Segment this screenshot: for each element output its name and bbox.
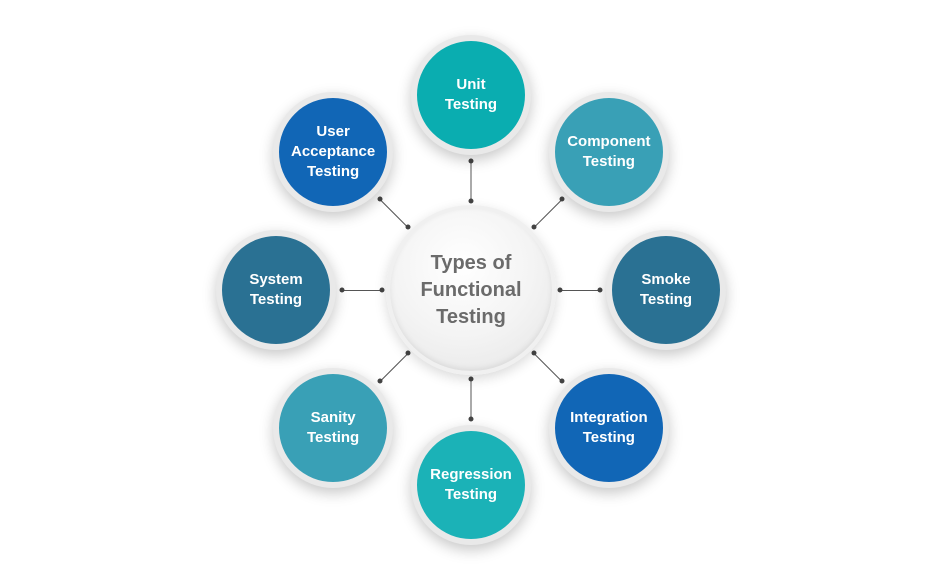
connector-dot — [469, 417, 474, 422]
node-label: IntegrationTesting — [570, 408, 648, 449]
node-label: ComponentTesting — [567, 132, 650, 173]
connector-dot — [406, 350, 411, 355]
connector-line — [379, 199, 408, 228]
connector-dot — [406, 225, 411, 230]
connector-line — [471, 162, 472, 202]
node-integration: IntegrationTesting — [549, 368, 669, 488]
node-label: SanityTesting — [307, 408, 359, 449]
connector-dot — [531, 350, 536, 355]
node-unit: UnitTesting — [411, 35, 531, 155]
connector-dot — [469, 377, 474, 382]
node-label: RegressionTesting — [430, 465, 512, 506]
node-label: SystemTesting — [249, 270, 302, 311]
connector-dot — [340, 288, 345, 293]
connector-dot — [560, 196, 565, 201]
connector-line — [560, 290, 600, 291]
connector-line — [534, 199, 563, 228]
connector-dot — [469, 159, 474, 164]
node-regression: RegressionTesting — [411, 425, 531, 545]
connector-line — [471, 380, 472, 420]
connector-line — [534, 353, 563, 382]
connector-dot — [377, 379, 382, 384]
connector-dot — [560, 379, 565, 384]
connector-dot — [377, 196, 382, 201]
radial-diagram: Types ofFunctionalTesting UnitTesting Com… — [181, 0, 761, 580]
node-label: UserAcceptanceTesting — [291, 122, 375, 183]
node-uat: UserAcceptanceTesting — [273, 92, 393, 212]
connector-line — [342, 290, 382, 291]
connector-dot — [558, 288, 563, 293]
node-sanity: SanityTesting — [273, 368, 393, 488]
node-smoke: SmokeTesting — [606, 230, 726, 350]
center-node: Types ofFunctionalTesting — [386, 205, 556, 375]
connector-dot — [380, 288, 385, 293]
node-component: ComponentTesting — [549, 92, 669, 212]
node-system: SystemTesting — [216, 230, 336, 350]
center-label: Types ofFunctionalTesting — [410, 250, 531, 331]
connector-dot — [531, 225, 536, 230]
connector-dot — [598, 288, 603, 293]
connector-line — [379, 353, 408, 382]
node-label: UnitTesting — [445, 75, 497, 116]
connector-dot — [469, 199, 474, 204]
node-label: SmokeTesting — [640, 270, 692, 311]
